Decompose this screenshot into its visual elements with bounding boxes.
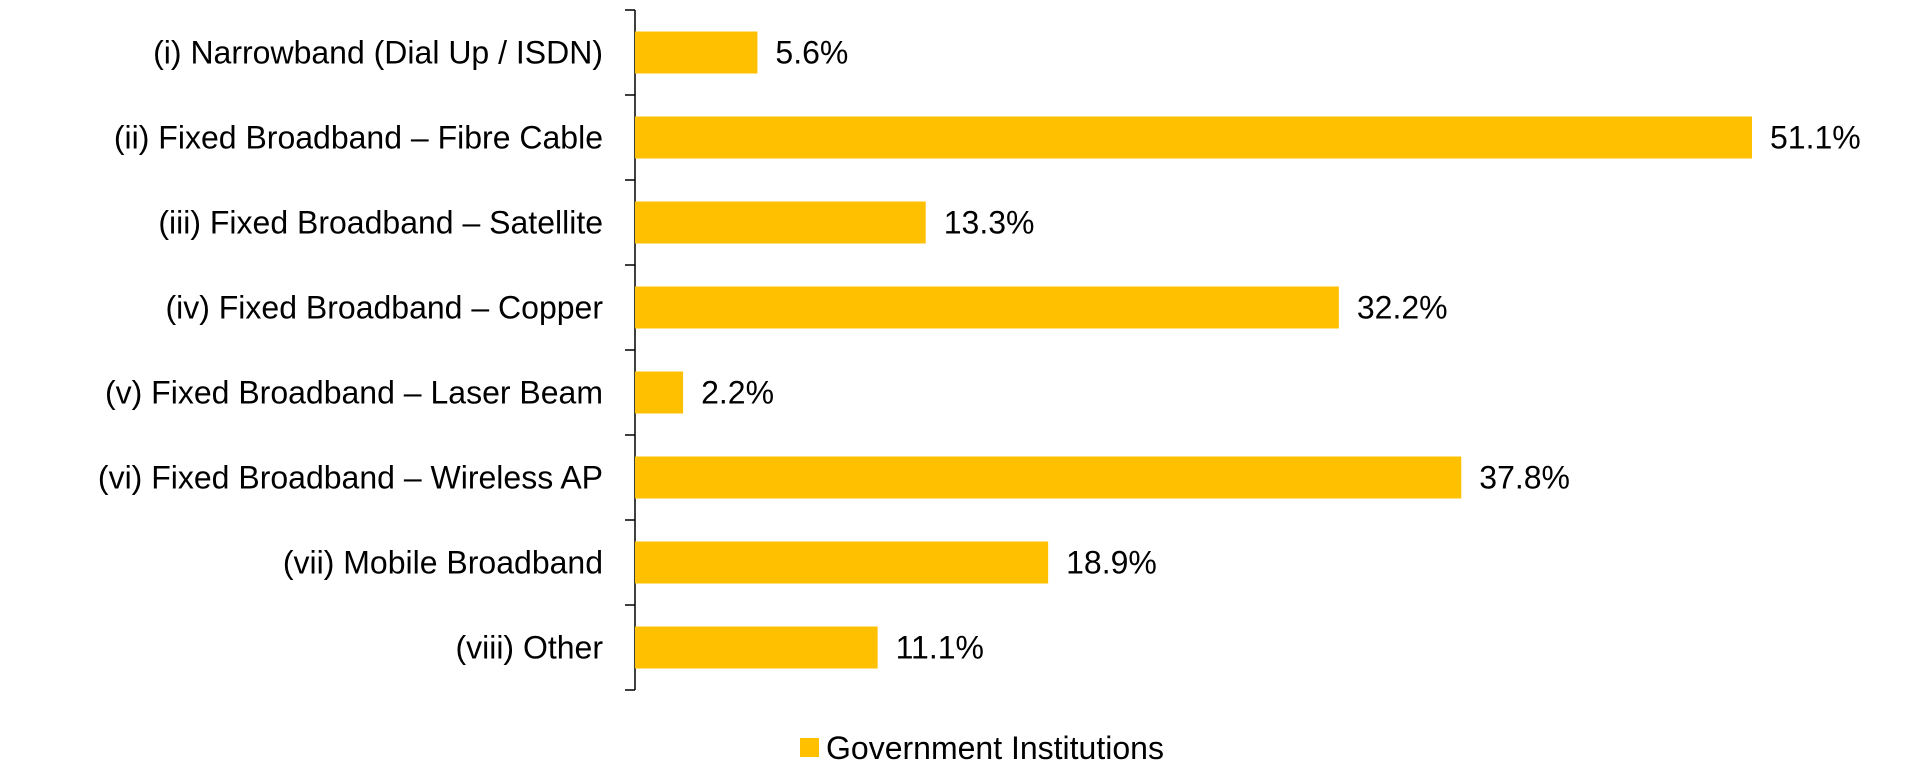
category-axis [625, 9, 636, 691]
data-label: 11.1% [896, 630, 984, 666]
category-label: (vi) Fixed Broadband – Wireless AP [98, 460, 603, 496]
category-label: (viii) Other [455, 630, 603, 666]
data-label: 5.6% [775, 35, 848, 71]
legend: Government Institutions [800, 730, 1164, 761]
category-label: (iv) Fixed Broadband – Copper [165, 290, 603, 326]
bar [635, 371, 684, 414]
category-label: (iii) Fixed Broadband – Satellite [158, 205, 603, 241]
data-label: 32.2% [1357, 290, 1448, 326]
bar [635, 201, 926, 244]
category-label: (i) Narrowband (Dial Up / ISDN) [153, 35, 603, 71]
category-labels: (i) Narrowband (Dial Up / ISDN) (ii) Fixe… [98, 35, 603, 666]
category-label: (ii) Fixed Broadband – Fibre Cable [114, 120, 603, 156]
data-label: 51.1% [1770, 120, 1861, 156]
data-label: 13.3% [944, 205, 1035, 241]
data-labels: 5.6% 51.1% 13.3% 32.2% 2.2% 37.8% 18.9% 11.1% [701, 35, 1861, 666]
legend-swatch [800, 738, 819, 757]
bar [635, 286, 1339, 329]
category-label: (vii) Mobile Broadband [283, 545, 603, 581]
bar [635, 456, 1462, 499]
bar [635, 626, 878, 669]
data-label: 2.2% [701, 375, 774, 411]
bar [635, 541, 1049, 584]
data-label: 37.8% [1479, 460, 1570, 496]
data-label: 18.9% [1066, 545, 1157, 581]
bars [635, 31, 1752, 669]
legend-label: Government Institutions [826, 730, 1164, 761]
bar [635, 116, 1752, 159]
bar [635, 31, 758, 74]
category-label: (v) Fixed Broadband – Laser Beam [105, 375, 603, 411]
